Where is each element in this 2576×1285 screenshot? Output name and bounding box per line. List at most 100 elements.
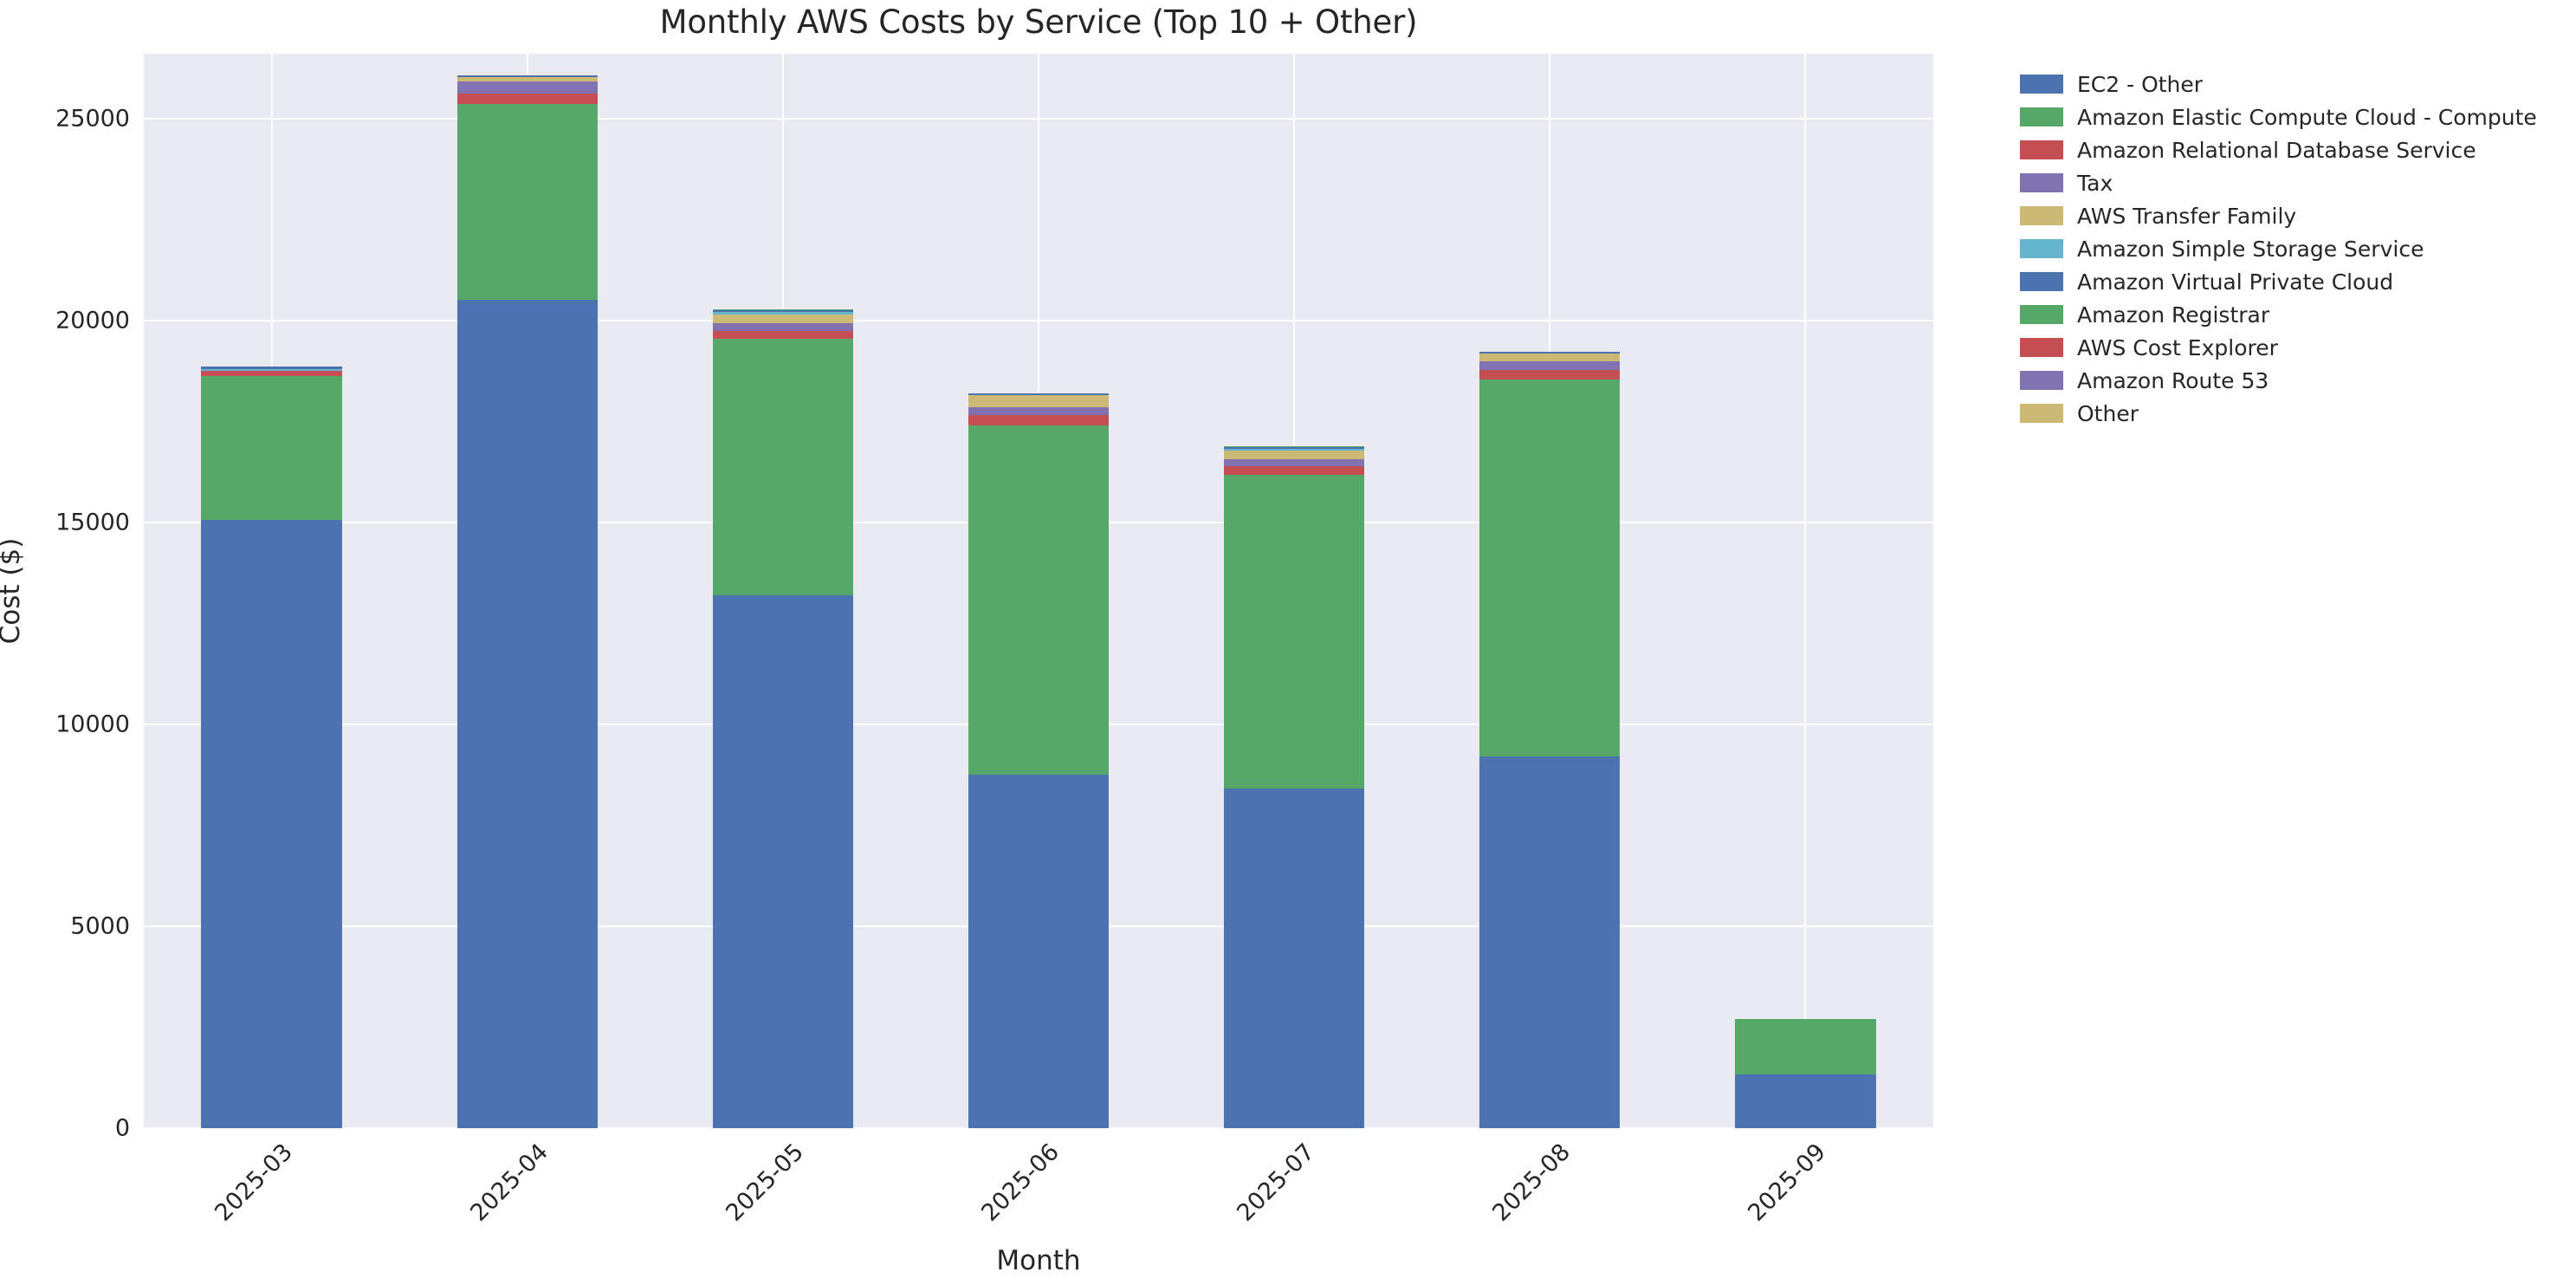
bar-segment[interactable]	[1223, 788, 1365, 1128]
bar-segment[interactable]	[1479, 379, 1621, 757]
legend-item[interactable]: Amazon Route 53	[2020, 364, 2557, 397]
legend-item[interactable]: Tax	[2020, 166, 2557, 199]
bar-segment[interactable]	[1223, 446, 1365, 448]
legend-item[interactable]: Amazon Relational Database Service	[2020, 133, 2557, 166]
x-tick-label: 2025-03	[209, 1139, 298, 1227]
bar-segment[interactable]	[456, 81, 598, 94]
bar-segment[interactable]	[201, 375, 342, 521]
bar-stack[interactable]	[456, 75, 598, 1128]
bar-segment[interactable]	[456, 75, 598, 78]
bar-segment[interactable]	[712, 323, 854, 331]
legend-label: Amazon Route 53	[2077, 367, 2269, 393]
legend-label: Amazon Registrar	[2077, 302, 2270, 328]
legend-label: Amazon Simple Storage Service	[2077, 236, 2424, 262]
x-tick-label: 2025-08	[1487, 1139, 1576, 1227]
legend-item[interactable]: Amazon Registrar	[2020, 298, 2557, 331]
y-tick-label: 20000	[55, 307, 130, 334]
x-axis-label: Month	[996, 1245, 1081, 1276]
legend-swatch-icon	[2020, 239, 2063, 258]
legend-swatch-icon	[2020, 305, 2063, 324]
legend-swatch-icon	[2020, 107, 2063, 127]
bar-segment[interactable]	[712, 330, 854, 339]
legend-label: EC2 - Other	[2077, 71, 2204, 97]
bar-segment[interactable]	[968, 393, 1110, 396]
legend: EC2 - Other Amazon Elastic Compute Cloud …	[2020, 68, 2557, 430]
bar-segment[interactable]	[1223, 450, 1365, 459]
bar-segment[interactable]	[968, 395, 1110, 408]
legend-item[interactable]: AWS Cost Explorer	[2020, 331, 2557, 364]
bar-segment[interactable]	[1223, 447, 1365, 450]
x-gridline	[1804, 54, 1807, 1128]
bar-segment[interactable]	[1479, 352, 1621, 354]
bar-segment[interactable]	[201, 368, 342, 372]
plot-area	[144, 54, 1933, 1129]
bar-segment[interactable]	[456, 300, 598, 1128]
bar-segment[interactable]	[456, 94, 598, 104]
bar-segment[interactable]	[1223, 465, 1365, 475]
x-tick-label: 2025-06	[976, 1139, 1065, 1227]
bar-segment[interactable]	[201, 520, 342, 1128]
bar-segment[interactable]	[1223, 458, 1365, 466]
legend-item[interactable]: EC2 - Other	[2020, 68, 2557, 101]
bar-segment[interactable]	[1223, 474, 1365, 789]
bar-stack[interactable]	[712, 308, 854, 1128]
legend-item[interactable]: Amazon Simple Storage Service	[2020, 232, 2557, 265]
y-tick-label: 15000	[55, 509, 130, 536]
legend-swatch-icon	[2020, 206, 2063, 225]
bar-segment[interactable]	[1479, 353, 1621, 362]
bar-segment[interactable]	[1479, 361, 1621, 370]
legend-label: Tax	[2077, 170, 2113, 196]
bar-stack[interactable]	[1735, 1019, 1876, 1128]
bar-segment[interactable]	[1735, 1074, 1876, 1128]
y-tick-label: 5000	[70, 912, 130, 940]
y-tick-label: 25000	[55, 105, 130, 133]
bar-segment[interactable]	[712, 312, 854, 315]
legend-label: Other	[2077, 400, 2139, 426]
legend-swatch-icon	[2020, 404, 2063, 423]
chart-title: Monthly AWS Costs by Service (Top 10 + O…	[659, 3, 1418, 41]
bar-stack[interactable]	[968, 393, 1110, 1128]
bar-segment[interactable]	[1479, 756, 1621, 1128]
bar-segment[interactable]	[712, 594, 854, 1128]
y-tick-label: 0	[114, 1114, 130, 1142]
y-axis-label: Cost ($)	[0, 537, 26, 645]
legend-label: Amazon Relational Database Service	[2077, 137, 2476, 163]
legend-swatch-icon	[2020, 140, 2063, 159]
bar-segment[interactable]	[201, 367, 342, 369]
bar-segment[interactable]	[968, 774, 1110, 1128]
bar-segment[interactable]	[201, 371, 342, 376]
bar-stack[interactable]	[201, 367, 342, 1128]
bar-segment[interactable]	[968, 407, 1110, 416]
legend-item[interactable]: AWS Transfer Family	[2020, 199, 2557, 232]
bar-segment[interactable]	[968, 415, 1110, 425]
x-tick-label: 2025-05	[721, 1139, 809, 1227]
y-tick-label: 10000	[55, 711, 130, 738]
bar-segment[interactable]	[712, 314, 854, 324]
bar-stack[interactable]	[1479, 352, 1621, 1128]
legend-item[interactable]: Other	[2020, 397, 2557, 430]
legend-item[interactable]: Amazon Elastic Compute Cloud - Compute	[2020, 101, 2557, 133]
legend-swatch-icon	[2020, 272, 2063, 291]
legend-label: AWS Transfer Family	[2077, 203, 2297, 229]
legend-swatch-icon	[2020, 75, 2063, 94]
legend-swatch-icon	[2020, 371, 2063, 390]
x-tick-label: 2025-04	[464, 1139, 553, 1227]
bar-segment[interactable]	[456, 103, 598, 301]
bar-segment[interactable]	[1223, 449, 1365, 451]
bar-segment[interactable]	[968, 425, 1110, 775]
bar-segment[interactable]	[712, 308, 854, 311]
legend-item[interactable]: Amazon Virtual Private Cloud	[2020, 265, 2557, 298]
bar-stack[interactable]	[1223, 446, 1365, 1128]
y-gridline	[144, 1127, 1933, 1129]
bar-segment[interactable]	[1479, 369, 1621, 380]
legend-label: Amazon Virtual Private Cloud	[2077, 269, 2394, 295]
legend-swatch-icon	[2020, 173, 2063, 192]
x-tick-label: 2025-07	[1232, 1139, 1321, 1227]
bar-segment[interactable]	[456, 77, 598, 82]
bar-segment[interactable]	[712, 338, 854, 595]
legend-swatch-icon	[2020, 338, 2063, 357]
x-tick-label: 2025-09	[1743, 1139, 1832, 1227]
bar-segment[interactable]	[1735, 1019, 1876, 1075]
bar-segment[interactable]	[712, 310, 854, 313]
